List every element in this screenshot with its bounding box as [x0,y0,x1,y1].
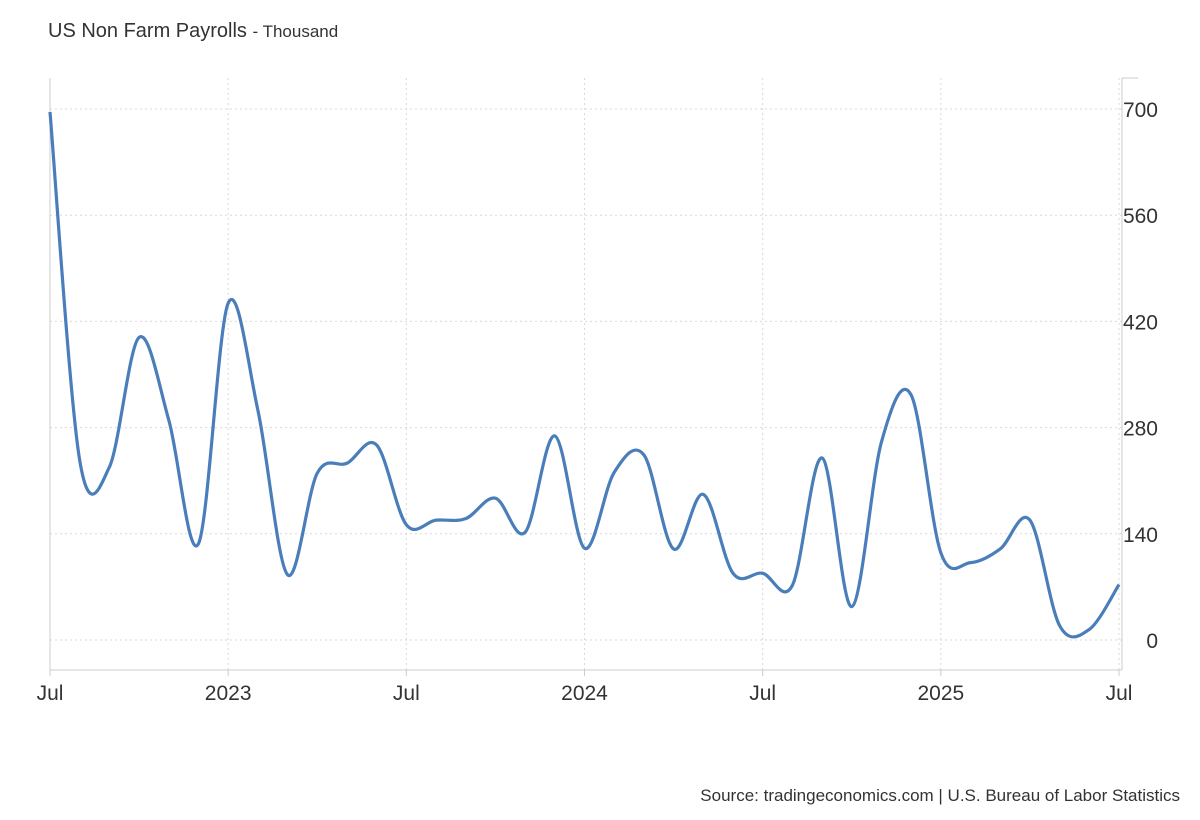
x-tick-label: Jul [393,682,420,705]
x-tick-label: 2023 [205,682,252,705]
y-tick-label: 0 [1146,630,1158,653]
y-tick-label: 140 [1123,524,1158,547]
chart-title: US Non Farm Payrolls - Thousand [48,20,338,43]
x-tick-label: 2024 [561,682,608,705]
y-tick-label: 420 [1123,311,1158,334]
chart-unit: - Thousand [252,22,339,41]
chart-source: Source: tradingeconomics.com | U.S. Bure… [700,786,1180,805]
x-tick-label: Jul [37,682,64,705]
chart-title-text: US Non Farm Payrolls [48,20,247,42]
y-tick-label: 560 [1123,205,1158,228]
chart-unit-text: Thousand [262,22,339,41]
y-tick-label: 700 [1123,99,1158,122]
series-line [48,111,1121,639]
x-tick-label: Jul [1106,682,1133,705]
y-tick-label: 280 [1123,418,1158,441]
x-tick-label: Jul [749,682,776,705]
x-tick-label: 2025 [917,682,964,705]
